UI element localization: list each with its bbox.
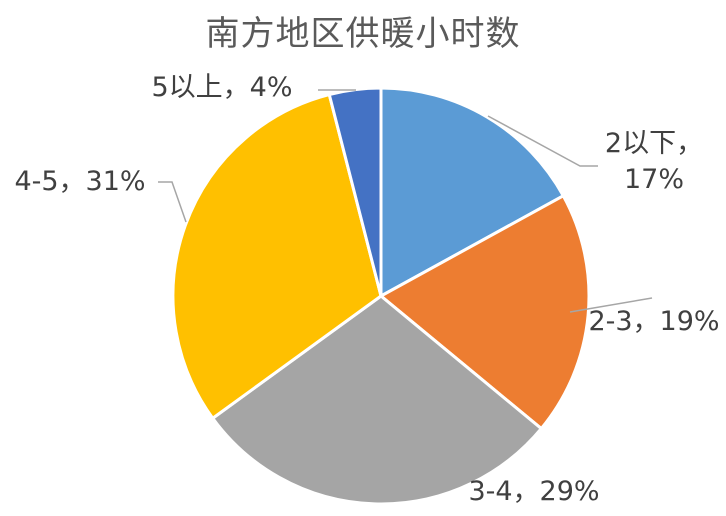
data-label-4-5: 4-5，31%	[14, 166, 145, 197]
pie-slice-3-4	[211, 294, 543, 506]
chart-title: 南方地区供暖小时数	[205, 14, 521, 54]
data-label-below-2: 2以下， 17%	[605, 128, 703, 195]
leader-line-below-2	[487, 115, 598, 167]
leader-line-2-3	[569, 297, 653, 313]
data-label-3-4: 3-4，29%	[468, 476, 599, 507]
leader-line-4-5	[158, 181, 187, 223]
pie-slice-4-5	[171, 93, 383, 420]
pie-slice-2-3	[379, 194, 591, 431]
data-label-2-3: 2-3，19%	[588, 306, 719, 337]
pie-slice-below-2	[379, 86, 565, 298]
data-label-above-5: 5以上，4%	[151, 72, 292, 103]
